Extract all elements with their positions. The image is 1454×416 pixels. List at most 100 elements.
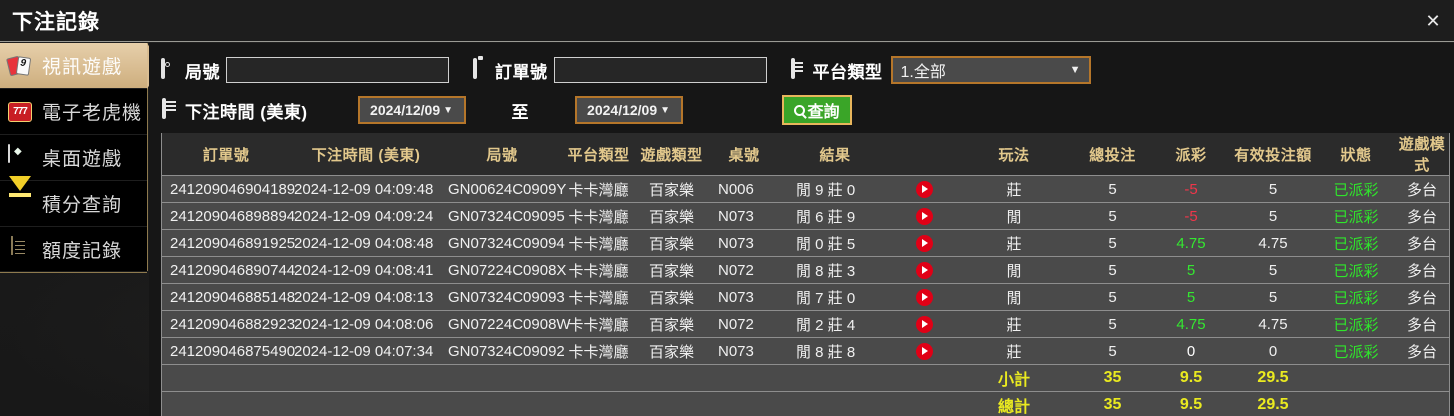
cell-time: 2024-12-09 04:07:34 (290, 337, 442, 365)
cell-valid-bet: 5 (1227, 283, 1319, 311)
table-row[interactable]: 241209046898894 2024-12-09 04:09:24 GN0732… (162, 202, 1449, 230)
cell-round: GN07224C0908X (442, 256, 566, 284)
table-row[interactable]: 241209046882923 2024-12-09 04:08:06 GN0722… (162, 310, 1449, 338)
cell-replay (890, 337, 958, 365)
play-icon[interactable] (915, 342, 933, 360)
cell-empty (290, 391, 442, 416)
cell-empty (1319, 364, 1393, 392)
filter-row-2: 下注時間 (美東) 2024/12/09 ▼ 至 2024/12/09 ▼ 查詢 (161, 93, 1454, 127)
cell-time: 2024-12-09 04:09:24 (290, 202, 442, 230)
cell-empty (290, 364, 442, 392)
cell-order: 241209046890744 (162, 256, 295, 284)
col-round[interactable]: 局號 (442, 133, 562, 176)
table-row[interactable]: 241209046890744 2024-12-09 04:08:41 GN0722… (162, 256, 1449, 284)
table-header-row: 訂單號 下注時間 (美東) 局號 平台類型 遊戲類型 桌號 結果 玩法 總投注 … (162, 133, 1449, 176)
cell-status: 已派彩 (1319, 337, 1393, 365)
table-row[interactable]: 241209046904189 2024-12-09 04:09:48 GN0062… (162, 175, 1449, 203)
cell-payout: 4.75 (1155, 310, 1227, 338)
play-icon[interactable] (915, 180, 933, 198)
sidebar-item-label: 額度記錄 (42, 241, 123, 262)
col-status[interactable]: 狀態 (1319, 133, 1393, 176)
cell-replay (890, 202, 958, 230)
order-input[interactable] (553, 57, 767, 83)
cell-game-mode: 多台 (1393, 229, 1449, 257)
cell-table-no: N072 (708, 310, 780, 338)
col-bet-type[interactable]: 玩法 (958, 133, 1070, 176)
cell-empty (780, 364, 890, 392)
col-replay (890, 133, 958, 176)
cell-empty (635, 364, 708, 392)
cell-time: 2024-12-09 04:08:06 (290, 310, 442, 338)
filter-row-1: 局號 訂單號 平台類型 1.全部 ▼ (161, 53, 1454, 87)
col-result[interactable]: 結果 (780, 133, 890, 176)
search-icon (793, 104, 805, 116)
col-valid-bet[interactable]: 有效投注額 (1227, 133, 1319, 176)
cell-time: 2024-12-09 04:08:13 (290, 283, 442, 311)
cell-summary-valid: 29.5 (1227, 391, 1319, 416)
cell-total-bet: 5 (1070, 175, 1155, 203)
play-icon[interactable] (915, 288, 933, 306)
col-game-type[interactable]: 遊戲類型 (635, 133, 708, 176)
play-icon[interactable] (915, 234, 933, 252)
play-icon[interactable] (915, 315, 933, 333)
round-input[interactable] (226, 57, 449, 83)
date-to-input[interactable]: 2024/12/09 ▼ (574, 96, 683, 124)
cell-round: GN07324C09094 (442, 229, 565, 257)
col-time[interactable]: 下注時間 (美東) (290, 133, 442, 176)
cell-bet-type: 閒 (958, 256, 1070, 284)
filter-bar: 局號 訂單號 平台類型 1.全部 ▼ (149, 43, 1454, 133)
table-row-grandtotal: 總計 35 9.5 29.5 (162, 391, 1449, 416)
col-payout[interactable]: 派彩 (1155, 133, 1227, 176)
col-order[interactable]: 訂單號 (162, 133, 290, 176)
cell-game-type: 百家樂 (635, 175, 708, 203)
platform-select[interactable]: 1.全部 ▼ (890, 56, 1091, 84)
diamond-icon (8, 175, 34, 217)
cell-summary-total: 35 (1070, 364, 1155, 392)
table-row-subtotal: 小計 35 9.5 29.5 (162, 364, 1449, 392)
list-icon (789, 58, 809, 80)
sidebar-item-slot-machine[interactable]: 777 電子老虎機 (0, 89, 147, 135)
cell-time: 2024-12-09 04:09:48 (290, 175, 442, 203)
cell-game-type: 百家樂 (635, 310, 708, 338)
cell-valid-bet: 4.75 (1227, 229, 1319, 257)
cell-table-no: N073 (708, 337, 780, 365)
cell-valid-bet: 5 (1227, 202, 1319, 230)
cell-round: GN07324C09093 (442, 283, 565, 311)
cell-payout: -5 (1155, 175, 1227, 203)
cell-total-bet: 5 (1070, 229, 1155, 257)
table-row[interactable]: 241209046885148 2024-12-09 04:08:13 GN0732… (162, 283, 1449, 311)
play-icon[interactable] (915, 261, 933, 279)
col-game-mode[interactable]: 遊戲模式 (1393, 133, 1449, 176)
cell-result: 閒 2 莊 4 (780, 310, 890, 338)
play-icon[interactable] (915, 207, 933, 225)
cards-icon (6, 53, 34, 79)
sidebar-item-label: 桌面遊戲 (42, 149, 123, 170)
cell-result: 閒 9 莊 0 (780, 175, 890, 203)
table-row[interactable]: 241209046891925 2024-12-09 04:08:48 GN0732… (162, 229, 1449, 257)
cell-game-type: 百家樂 (635, 256, 708, 284)
col-total-bet[interactable]: 總投注 (1070, 133, 1155, 176)
cell-payout: 4.75 (1155, 229, 1227, 257)
cell-game-mode: 多台 (1393, 310, 1449, 338)
cell-valid-bet: 0 (1227, 337, 1319, 365)
sidebar-item-credit-record[interactable]: 額度記錄 (0, 227, 147, 273)
cell-platform: 卡卡灣廳 (562, 175, 635, 203)
col-platform[interactable]: 平台類型 (562, 133, 635, 176)
cell-game-mode: 多台 (1393, 283, 1449, 311)
content-panel: 局號 訂單號 平台類型 1.全部 ▼ (149, 43, 1454, 416)
col-table-no[interactable]: 桌號 (708, 133, 780, 176)
cell-empty (162, 364, 290, 392)
cell-platform: 卡卡灣廳 (562, 256, 635, 284)
cell-bet-type: 莊 (958, 310, 1070, 338)
search-button[interactable]: 查詢 (781, 95, 852, 125)
date-from-input[interactable]: 2024/12/09 ▼ (357, 96, 466, 124)
cell-time: 2024-12-09 04:08:41 (290, 256, 442, 284)
date-from-value: 2024/12/09 (370, 102, 441, 118)
cell-empty (562, 364, 635, 392)
table-row[interactable]: 241209046875490 2024-12-09 04:07:34 GN0732… (162, 337, 1449, 365)
sidebar-item-video-games[interactable]: 視訊遊戲 (0, 43, 161, 89)
close-icon[interactable]: ✕ (1425, 11, 1441, 31)
sidebar-item-table-games[interactable]: 桌面遊戲 (0, 135, 147, 181)
sidebar-item-points-query[interactable]: 積分查詢 (0, 175, 147, 227)
